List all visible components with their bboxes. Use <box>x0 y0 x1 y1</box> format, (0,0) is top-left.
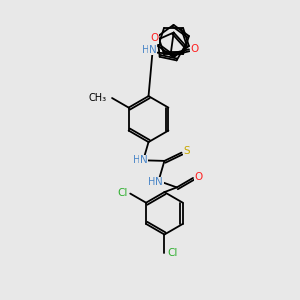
Text: Cl: Cl <box>117 188 127 198</box>
Text: O: O <box>150 33 158 43</box>
Text: N: N <box>155 177 163 188</box>
Text: N: N <box>148 45 156 55</box>
Text: N: N <box>140 155 148 165</box>
Text: H: H <box>148 177 156 188</box>
Text: H: H <box>133 155 140 165</box>
Text: O: O <box>194 172 202 182</box>
Text: H: H <box>142 45 150 55</box>
Text: Cl: Cl <box>167 248 178 258</box>
Text: CH₃: CH₃ <box>88 93 107 103</box>
Text: S: S <box>184 146 190 156</box>
Text: O: O <box>191 44 199 54</box>
